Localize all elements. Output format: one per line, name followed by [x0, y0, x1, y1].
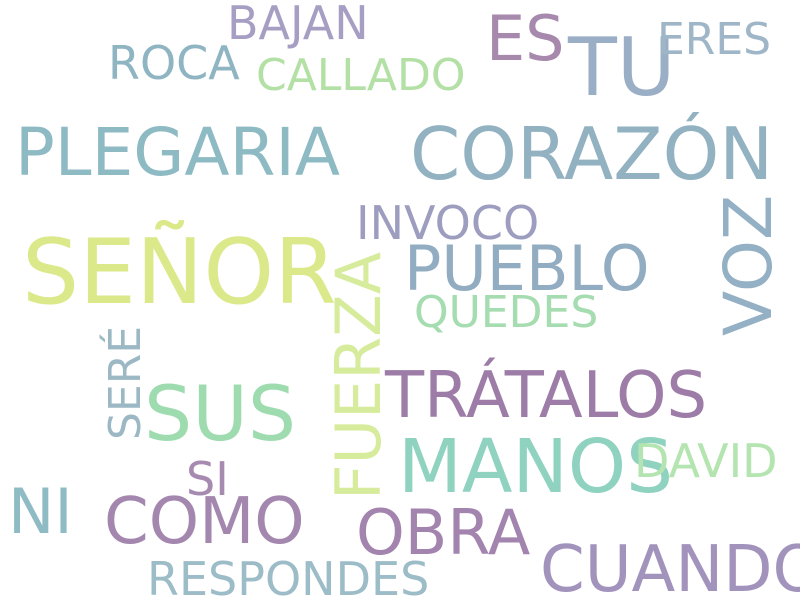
word-eres: ERES: [657, 14, 772, 65]
word-voz: VOZ: [710, 194, 787, 336]
word-respondes: RESPONDES: [147, 552, 430, 600]
word-como: COMO: [104, 485, 305, 559]
word-manos: MANOS: [398, 424, 674, 510]
word-corazon: CORAZÓN: [410, 112, 774, 196]
word-invoco: INVOCO: [356, 196, 540, 250]
word-fuerza: FUERZA: [322, 251, 395, 500]
word-roca: ROCA: [108, 36, 240, 90]
word-cuando: CUANDO: [540, 533, 800, 600]
word-tratalos: TRÁTALOS: [385, 359, 708, 433]
word-david: DAVID: [634, 434, 778, 488]
word-si: SI: [186, 452, 229, 506]
word-callado: CALLADO: [256, 50, 466, 101]
word-ni: NI: [8, 475, 73, 548]
word-obra: OBRA: [356, 496, 531, 569]
word-sus: SUS: [144, 369, 297, 458]
word-quedes: QUEDES: [414, 287, 599, 338]
word-pueblo: PUEBLO: [404, 232, 650, 305]
word-es: ES: [486, 2, 565, 75]
word-plegaria: PLEGARIA: [15, 114, 341, 191]
word-bajan: BAJAN: [227, 0, 369, 50]
word-senor: SEÑOR: [22, 220, 337, 325]
word-tu: TU: [568, 21, 676, 114]
word-sere: SERÉ: [100, 325, 151, 440]
